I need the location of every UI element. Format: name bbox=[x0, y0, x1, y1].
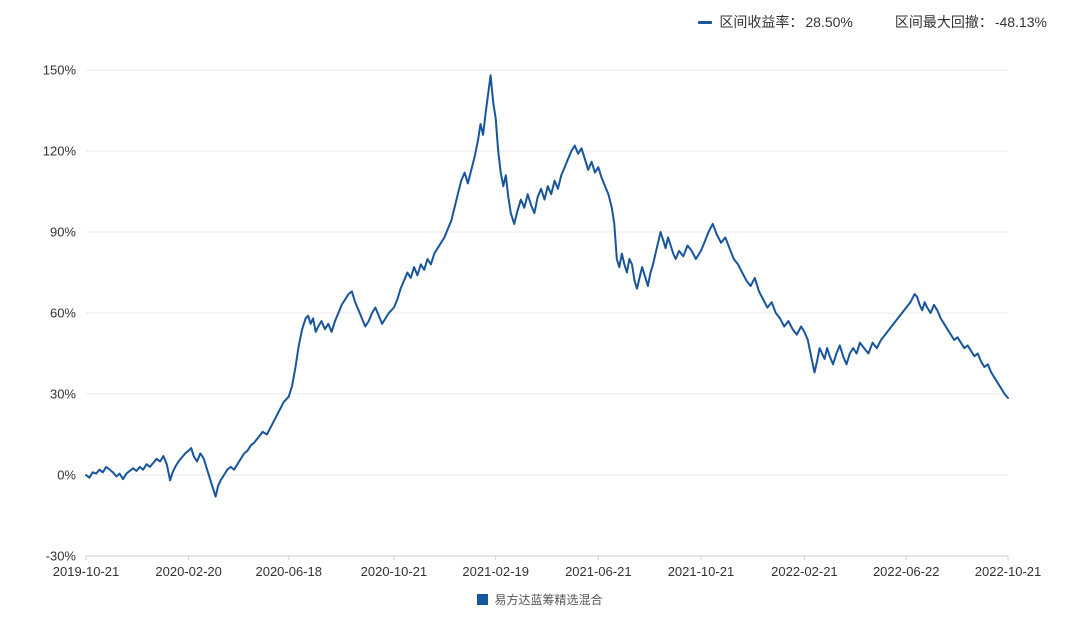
y-axis-tick-label: 90% bbox=[50, 225, 76, 240]
x-axis-tick-label: 2021-06-21 bbox=[565, 564, 632, 579]
max-drawdown-label: 区间最大回撤： bbox=[894, 14, 993, 30]
x-axis-tick-label: 2021-02-19 bbox=[462, 564, 529, 579]
series-line bbox=[85, 74, 1009, 498]
x-axis-tick-label: 2021-10-21 bbox=[668, 564, 735, 579]
series-name-label: 易方达蓝筹精选混合 bbox=[494, 593, 603, 607]
range-stats: 区间收益率： 28.50% 区间最大回撤： -48.13% bbox=[698, 12, 1047, 32]
x-axis-tick-label: 2020-06-18 bbox=[255, 564, 322, 579]
y-axis-tick-label: 30% bbox=[50, 387, 76, 402]
range-return-label: 区间收益率： bbox=[719, 14, 804, 30]
range-return-value: 28.50% bbox=[805, 14, 853, 30]
y-axis-tick-label: 0% bbox=[57, 468, 76, 483]
y-axis-tick-label: -30% bbox=[46, 549, 77, 564]
series-legend[interactable]: 易方达蓝筹精选混合 bbox=[0, 591, 1080, 608]
x-axis-tick-label: 2020-02-20 bbox=[155, 564, 222, 579]
x-axis-tick-label: 2022-02-21 bbox=[771, 564, 838, 579]
y-axis-tick-label: 150% bbox=[43, 63, 77, 78]
x-axis-tick-label: 2022-10-21 bbox=[975, 564, 1042, 579]
x-axis-tick-label: 2022-06-22 bbox=[873, 564, 940, 579]
max-drawdown-value: -48.13% bbox=[994, 14, 1047, 30]
series-square-marker bbox=[477, 594, 489, 605]
y-axis-tick-label: 120% bbox=[43, 144, 77, 159]
y-axis-tick-label: 60% bbox=[50, 306, 76, 321]
x-axis-tick-label: 2019-10-21 bbox=[53, 564, 120, 579]
series-line-marker bbox=[698, 20, 713, 24]
x-axis-tick-label: 2020-10-21 bbox=[361, 564, 428, 579]
